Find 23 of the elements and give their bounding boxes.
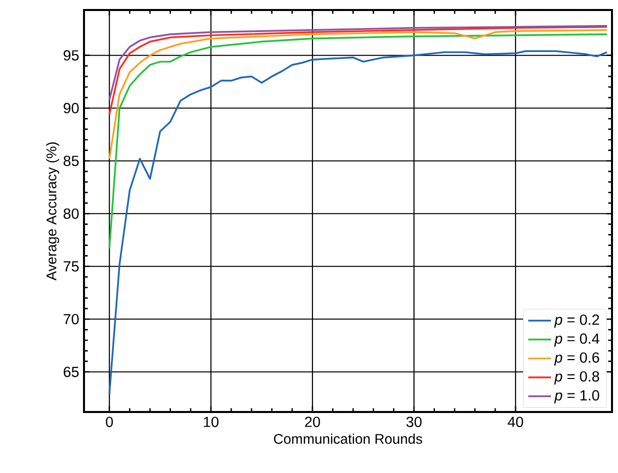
line-series: [108, 24, 608, 101]
legend-label: p = 0.4: [554, 333, 600, 347]
y-tick-label: 65: [64, 366, 79, 378]
legend-label: p = 0.8: [554, 371, 600, 384]
y-tick-label: 70: [64, 314, 79, 324]
x-tick-label: 30: [406, 416, 422, 428]
x-tick-label: 20: [305, 416, 320, 428]
y-tick-label: 75: [64, 261, 79, 272]
line-series: [108, 33, 608, 250]
line-series: [108, 26, 608, 116]
x-tick-label: 40: [508, 416, 524, 428]
x-tick-label: 10: [204, 416, 218, 428]
y-tick-label: 80: [64, 208, 79, 219]
legend-label: p = 1.0: [554, 390, 600, 404]
y-axis-title: Average Accuracy (%): [46, 142, 60, 280]
x-axis-title: Communication Rounds: [274, 434, 422, 444]
y-tick-label: 95: [64, 50, 79, 61]
x-tick-label: 0: [106, 416, 113, 428]
y-tick-label: 85: [64, 156, 79, 166]
line-series: [108, 29, 608, 160]
legend-label: p = 0.2: [554, 314, 600, 328]
y-tick-label: 90: [64, 102, 79, 114]
legend-label: p = 0.6: [554, 352, 600, 366]
